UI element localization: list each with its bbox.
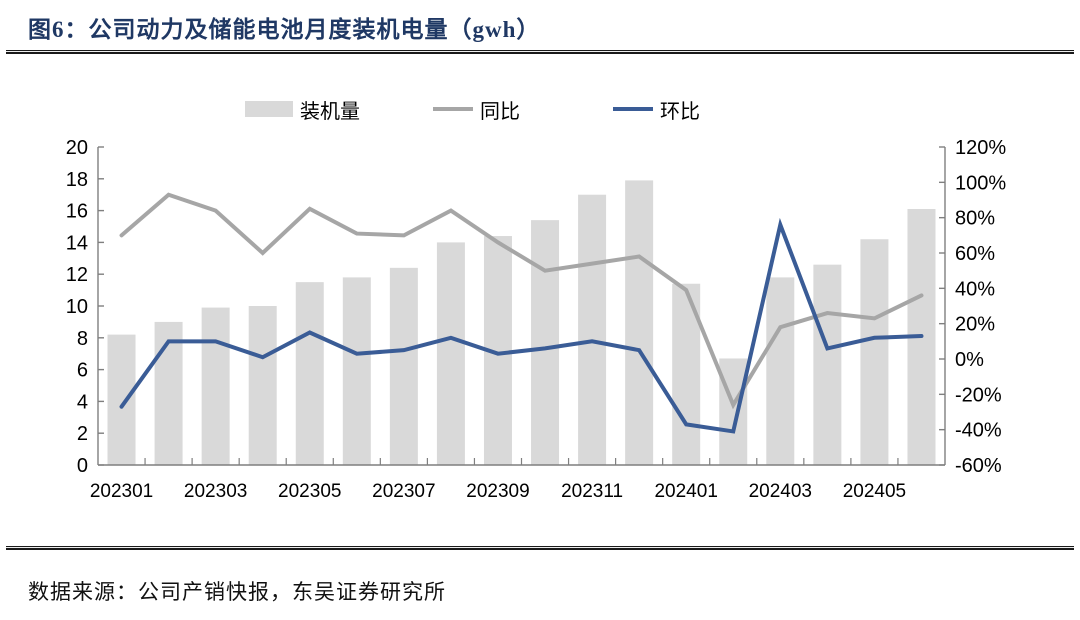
bar-202303 xyxy=(201,307,230,465)
bar-202405 xyxy=(860,239,889,465)
legend-item-mom: 环比 xyxy=(613,94,700,124)
right-axis-tick-label: 40% xyxy=(955,278,995,300)
right-axis-tick-label: 60% xyxy=(955,243,995,265)
title-divider-rule xyxy=(6,50,1074,54)
legend-label-mom: 环比 xyxy=(660,100,700,123)
left-axis-tick-label: 14 xyxy=(66,232,88,254)
yoy-line xyxy=(119,192,924,410)
x-axis-tick-label: 202307 xyxy=(372,481,435,502)
chart-legend: 装机量 同比 环比 xyxy=(0,94,1080,124)
right-axis-tick-label: -20% xyxy=(955,384,1002,406)
right-axis-tick-label: -60% xyxy=(955,455,1002,477)
mom-line-swatch-icon xyxy=(613,107,653,111)
combo-chart: 0 2 4 6 8 10 12 14 16 18 20 -60% -40% -20% 0% 20% 40% 60%… xyxy=(66,137,1007,502)
right-axis-tick-label: 0% xyxy=(955,349,984,371)
bar-202308 xyxy=(436,242,465,465)
data-source-note: 数据来源：公司产销快报，东吴证券研究所 xyxy=(28,580,446,604)
left-axis-tick-label: 4 xyxy=(77,391,88,413)
figure-title: 图6：公司动力及储能电池月度装机电量（gwh） xyxy=(28,17,541,42)
left-axis-tick-label: 18 xyxy=(66,169,88,191)
bar-202404 xyxy=(813,264,842,465)
bar-202304 xyxy=(248,306,277,465)
yoy-line-swatch-icon xyxy=(433,107,473,111)
bar-202311 xyxy=(578,194,607,465)
bar-202312 xyxy=(625,180,654,465)
left-axis-tick-label: 0 xyxy=(77,455,88,477)
mom-line xyxy=(119,217,924,434)
x-axis-tick-label: 202403 xyxy=(749,481,812,502)
right-axis-tick-label: 20% xyxy=(955,314,995,336)
bar-202306 xyxy=(342,277,371,465)
left-axis-tick-label: 10 xyxy=(66,296,88,318)
x-axis-tick-label: 202311 xyxy=(561,481,623,502)
x-axis-tick-label: 202309 xyxy=(466,481,529,502)
x-axis-tick-label: 202305 xyxy=(278,481,341,502)
left-axis-tick-label: 12 xyxy=(66,264,88,286)
bar-202402 xyxy=(719,358,748,465)
x-axis-tick-label: 202303 xyxy=(184,481,247,502)
left-axis-tick-label: 16 xyxy=(66,201,88,223)
x-axis-tick-label: 202301 xyxy=(90,481,153,502)
right-axis-tick-label: 100% xyxy=(955,172,1006,194)
x-axis-tick-label: 202405 xyxy=(843,481,906,502)
bar-202403 xyxy=(766,277,795,465)
bar-202305 xyxy=(295,282,324,465)
right-axis-tick-label: 80% xyxy=(955,208,995,230)
left-axis-tick-label: 20 xyxy=(66,137,88,159)
legend-label-installed: 装机量 xyxy=(300,100,360,123)
right-axis-tick-label: 120% xyxy=(955,137,1006,159)
legend-item-installed: 装机量 xyxy=(245,94,360,124)
footer-divider-rule xyxy=(6,546,1074,550)
bar-202310 xyxy=(531,220,560,465)
bar-202307 xyxy=(389,267,418,465)
installed-bar-swatch-icon xyxy=(245,101,293,117)
left-axis-tick-label: 2 xyxy=(77,423,88,445)
legend-item-yoy: 同比 xyxy=(433,94,520,124)
legend-label-yoy: 同比 xyxy=(480,100,520,123)
left-axis-tick-label: 6 xyxy=(77,360,88,382)
bar-202301 xyxy=(107,334,136,465)
left-axis-tick-label: 8 xyxy=(77,328,88,350)
x-axis-tick-label: 202401 xyxy=(654,481,717,502)
bar-202302 xyxy=(154,321,183,465)
right-axis-tick-label: -40% xyxy=(955,420,1002,442)
